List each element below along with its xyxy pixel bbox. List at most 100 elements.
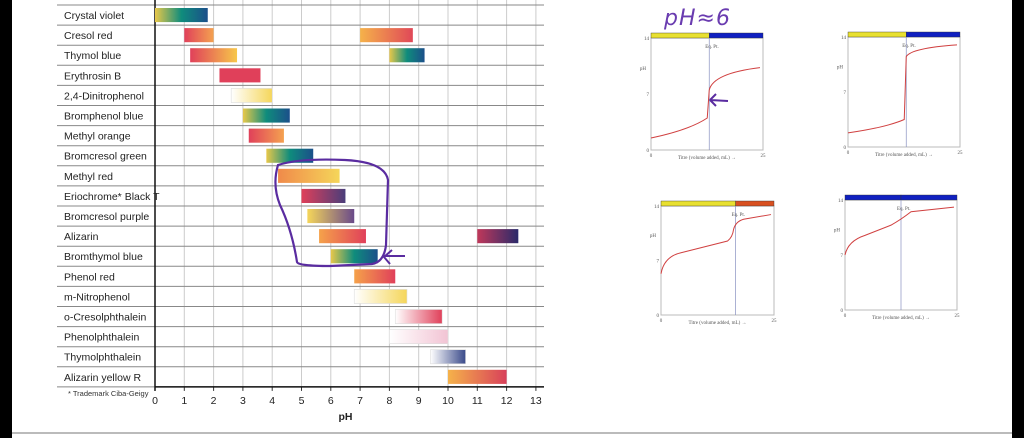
indicator-color-bar: [844, 194, 902, 201]
handwritten-arrow: [382, 249, 405, 265]
eq-point-label: Eq. Pt.: [897, 207, 910, 212]
indicator-color-bar: [650, 32, 710, 39]
y-tick-label: 0: [844, 146, 847, 151]
indicator-label: Erythrosin B: [64, 70, 121, 82]
indicator-label: m-Nitrophenol: [64, 291, 130, 303]
indicator-label: Thymol blue: [64, 50, 121, 62]
handwritten-arrow: [708, 93, 729, 107]
x-tick-label: 0: [847, 151, 850, 156]
indicator-label: Alizarin: [64, 231, 99, 243]
titration-curve: [650, 67, 761, 139]
x-tick-label: 25: [955, 314, 961, 319]
x-tick-label: 9: [416, 395, 422, 407]
y-axis-label: pH: [640, 67, 647, 72]
x-tick-label: 10: [442, 395, 454, 407]
eq-point-label: Eq. Pt.: [902, 44, 915, 49]
y-axis-label: pH: [650, 234, 657, 239]
indicator-range-bar: [389, 329, 449, 345]
y-tick-label: 7: [841, 254, 844, 259]
indicator-color-bar: [709, 32, 764, 39]
indicator-range-bar: [278, 168, 340, 183]
plot-frame: [660, 205, 775, 316]
handwritten-circle: [274, 158, 390, 268]
x-axis-label: Titre (volume added, mL) →: [678, 156, 736, 161]
indicator-range-bar: [353, 289, 408, 304]
x-tick-label: 13: [530, 395, 542, 407]
x-axis-label: Titre (volume added, mL) →: [875, 153, 933, 158]
y-tick-label: 7: [657, 260, 660, 265]
y-tick-label: 7: [844, 91, 847, 96]
x-tick-label: 1: [181, 395, 187, 407]
eq-point-label: Eq. Pt.: [705, 45, 718, 50]
indicator-range-bar: [360, 28, 413, 43]
indicator-label: Phenolphthalein: [64, 332, 139, 344]
indicator-label: Bromthymol blue: [64, 251, 143, 263]
indicator-label: Phenol red: [64, 271, 115, 283]
x-tick-label: 12: [501, 395, 513, 407]
indicator-range-bar: [394, 309, 443, 324]
indicator-range-bar: [430, 349, 466, 365]
x-tick-label: 7: [357, 395, 363, 407]
titration-curve: [844, 206, 955, 256]
indicator-range-bar: [190, 48, 238, 63]
indicator-range-bar: [448, 369, 507, 384]
titration-curve: [660, 214, 772, 274]
indicator-label: 2,4-Dinitrophenol: [64, 90, 144, 102]
indicator-color-bar: [906, 31, 961, 38]
indicator-range-bar: [330, 249, 378, 264]
indicator-label: Alizarin yellow R: [64, 372, 141, 384]
x-tick-label: 0: [660, 319, 663, 324]
bottom-border: [12, 432, 1012, 434]
y-tick-label: 0: [647, 149, 650, 154]
titration-plot: Eq. Pt. 14 7 0 pH 0 25 Titre (volume added, mL)…: [837, 31, 964, 158]
y-axis-label: pH: [834, 228, 841, 233]
y-tick-label: 14: [644, 37, 650, 42]
indicator-range-bar: [319, 229, 366, 244]
indicator-color-bar: [847, 31, 907, 38]
indicator-range-bar: [389, 48, 425, 63]
x-tick-label: 0: [152, 395, 158, 407]
x-tick-label: 2: [211, 395, 217, 407]
indicator-label: Bromcresol purple: [64, 211, 149, 223]
x-tick-label: 0: [844, 314, 847, 319]
y-tick-label: 14: [654, 205, 660, 210]
indicator-label: o-Cresolphthalein: [64, 312, 146, 324]
indicator-range-bar: [307, 209, 355, 224]
right-border: [1012, 0, 1024, 438]
x-axis-label: pH: [338, 411, 352, 423]
x-tick-label: 3: [240, 395, 246, 407]
left-border: [0, 0, 12, 438]
footnote: * Trademark Ciba-Geigy: [68, 389, 149, 398]
x-tick-label: 0: [650, 154, 653, 159]
indicator-range-bar: [242, 108, 290, 123]
titration-curve: [847, 44, 958, 134]
indicator-range-bar: [301, 188, 346, 203]
y-tick-label: 14: [838, 199, 844, 204]
indicator-range-bar: [219, 68, 261, 83]
y-tick-label: 14: [841, 36, 847, 41]
x-tick-label: 8: [386, 395, 392, 407]
x-axis-label: Titre (volume added, mL) →: [872, 316, 930, 321]
indicator-range-bar: [184, 28, 214, 43]
x-tick-label: 25: [761, 154, 767, 159]
indicator-color-bar: [660, 200, 736, 207]
plot-frame: [650, 37, 764, 151]
indicator-label: Crystal violet: [64, 10, 124, 22]
indicator-range-bar: [354, 269, 396, 284]
x-tick-label: 25: [958, 151, 964, 156]
handwritten-note: pH≈6: [664, 6, 731, 31]
indicator-range-bar: [155, 8, 208, 23]
indicator-range-bar: [477, 229, 519, 244]
indicator-label: Methyl orange: [64, 131, 131, 143]
indicator-label: Bromphenol blue: [64, 111, 144, 123]
indicator-label: Bromcresol green: [64, 151, 147, 163]
y-tick-label: 0: [841, 309, 844, 314]
x-tick-label: 11: [472, 395, 483, 407]
indicator-label: Cresol red: [64, 30, 113, 42]
y-tick-label: 0: [657, 314, 660, 319]
indicator-range-bar: [248, 128, 284, 143]
indicator-color-bar: [735, 200, 775, 207]
titration-plot: Eq. Pt. 14 7 0 pH 0 25 Titre (volume added, mL)…: [834, 194, 961, 321]
indicator-range-bar: [266, 148, 314, 163]
